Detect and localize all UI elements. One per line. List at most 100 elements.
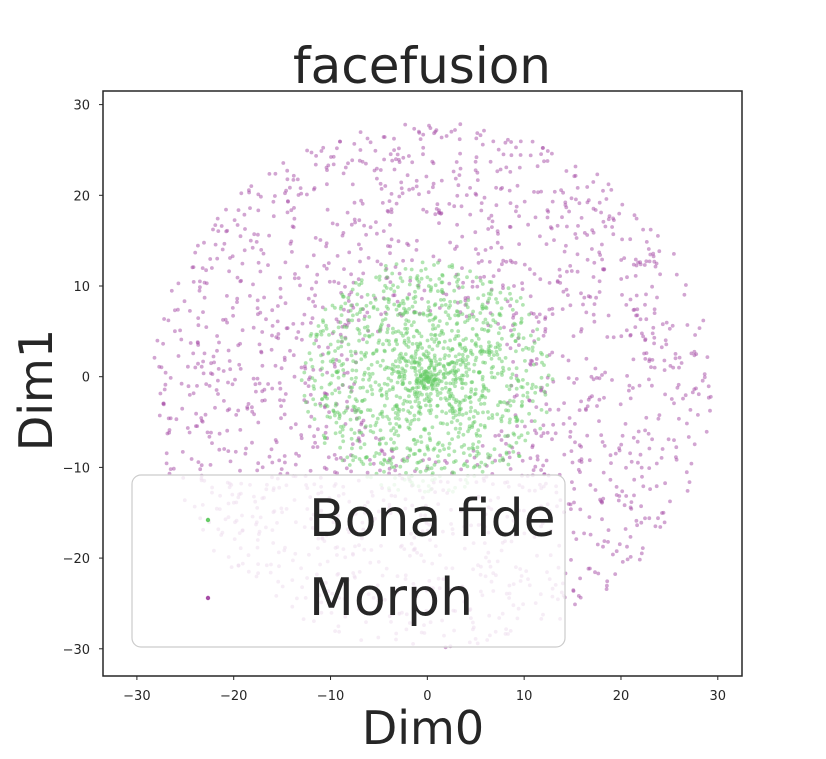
data-point xyxy=(207,384,212,388)
data-point xyxy=(535,457,540,462)
data-point xyxy=(480,469,485,474)
data-point xyxy=(454,361,459,366)
data-point xyxy=(532,341,537,345)
data-point xyxy=(482,128,486,133)
data-point xyxy=(326,455,331,460)
data-point xyxy=(392,289,397,294)
data-point xyxy=(579,216,584,220)
data-point xyxy=(333,403,338,408)
data-point xyxy=(461,360,466,365)
data-point xyxy=(389,286,393,291)
data-point xyxy=(539,189,543,194)
data-point xyxy=(250,405,254,410)
data-point xyxy=(288,185,292,190)
data-point xyxy=(273,363,278,368)
data-point xyxy=(335,370,340,375)
data-point xyxy=(233,449,238,454)
data-point xyxy=(432,340,437,344)
data-point xyxy=(417,369,422,373)
data-point xyxy=(539,350,543,355)
data-point xyxy=(676,382,681,387)
data-point xyxy=(456,272,461,277)
data-point xyxy=(202,351,207,356)
data-point xyxy=(401,258,405,263)
data-point xyxy=(468,212,473,217)
data-point xyxy=(357,415,362,420)
data-point xyxy=(258,269,263,274)
data-point xyxy=(346,342,351,347)
data-point xyxy=(350,368,355,373)
data-point xyxy=(310,376,315,380)
data-point xyxy=(539,408,544,412)
data-point xyxy=(271,199,276,204)
data-point xyxy=(336,339,340,344)
data-point xyxy=(220,247,225,252)
data-point xyxy=(173,308,177,313)
data-point xyxy=(529,419,534,423)
data-point xyxy=(538,234,542,239)
data-point xyxy=(419,440,424,444)
data-point xyxy=(539,468,543,472)
data-point xyxy=(565,269,569,274)
data-point xyxy=(553,431,558,436)
data-point xyxy=(313,236,318,240)
data-point xyxy=(570,480,574,484)
data-point xyxy=(611,232,616,237)
data-point xyxy=(208,257,213,261)
data-point xyxy=(498,167,503,172)
data-point xyxy=(310,364,315,369)
data-point xyxy=(476,252,481,256)
data-point xyxy=(543,327,548,331)
data-point xyxy=(625,544,629,549)
data-point xyxy=(375,360,380,365)
data-point xyxy=(187,430,192,435)
data-point xyxy=(415,396,420,401)
data-point xyxy=(634,313,638,318)
data-point xyxy=(684,283,688,287)
data-point xyxy=(509,140,513,144)
data-point xyxy=(650,437,654,442)
data-point xyxy=(313,304,317,308)
data-point xyxy=(477,398,482,402)
data-point xyxy=(447,353,451,358)
data-point xyxy=(201,359,206,364)
data-point xyxy=(663,392,667,397)
data-point xyxy=(256,312,260,317)
data-point xyxy=(259,349,263,354)
data-point xyxy=(179,337,184,342)
data-point xyxy=(375,307,380,312)
data-point xyxy=(652,341,656,346)
data-point xyxy=(643,302,647,307)
data-point xyxy=(338,320,343,325)
data-point xyxy=(419,276,424,281)
data-point xyxy=(402,338,407,343)
data-point xyxy=(601,188,605,193)
data-point xyxy=(398,395,402,400)
data-point xyxy=(572,381,576,385)
y-axis-title: Dim1 xyxy=(9,329,63,451)
data-point xyxy=(455,418,460,423)
data-point xyxy=(489,245,493,250)
data-point xyxy=(365,340,369,345)
data-point xyxy=(629,459,634,464)
data-point xyxy=(415,238,419,243)
data-point xyxy=(581,302,585,307)
data-point xyxy=(373,297,378,302)
data-point xyxy=(394,307,399,312)
data-point xyxy=(658,525,663,529)
data-point xyxy=(178,328,183,333)
data-point xyxy=(440,387,445,391)
data-point xyxy=(591,180,596,184)
data-point xyxy=(188,309,192,313)
data-point xyxy=(225,408,230,413)
data-point xyxy=(339,363,344,368)
data-point xyxy=(292,374,297,379)
data-point xyxy=(600,373,604,377)
data-point xyxy=(193,365,198,370)
data-point xyxy=(434,359,438,364)
data-point xyxy=(521,378,525,382)
data-point xyxy=(609,188,614,192)
data-point xyxy=(325,207,330,212)
data-point xyxy=(418,405,423,410)
